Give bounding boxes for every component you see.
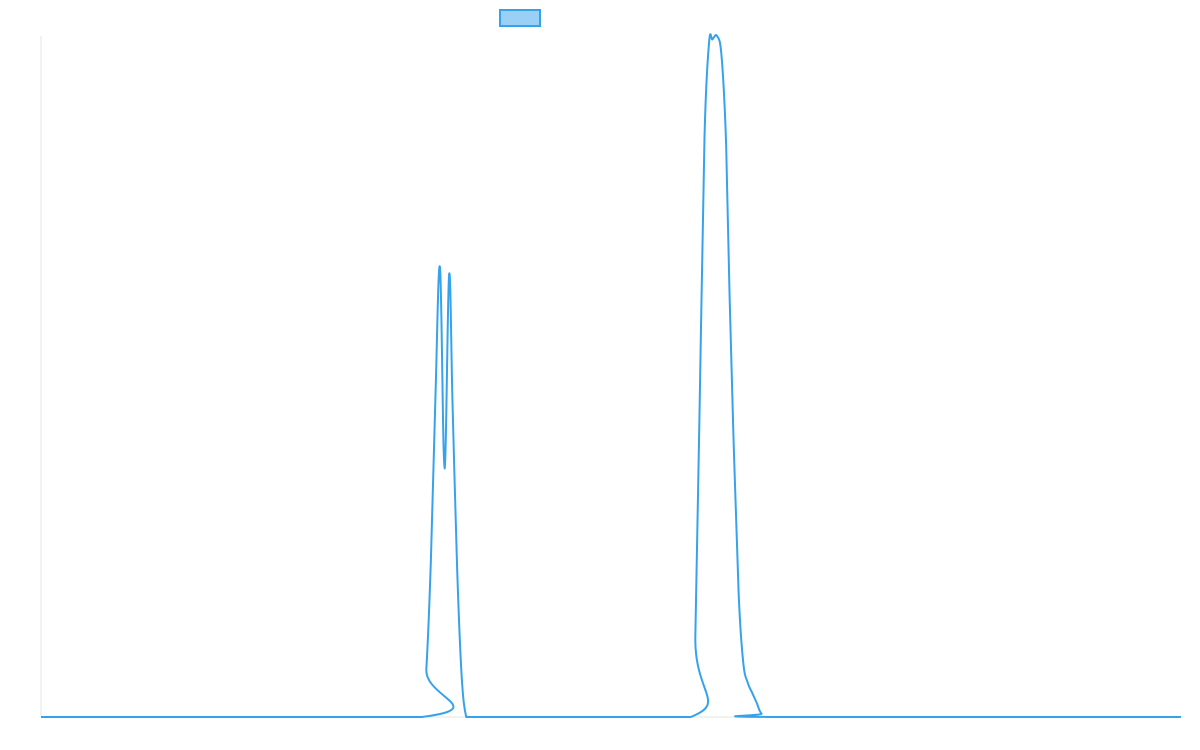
legend[interactable]	[499, 9, 541, 27]
legend-swatch[interactable]	[499, 9, 541, 27]
series-layer	[40, 33, 1181, 719]
series-line-0[interactable]	[40, 33, 1181, 719]
